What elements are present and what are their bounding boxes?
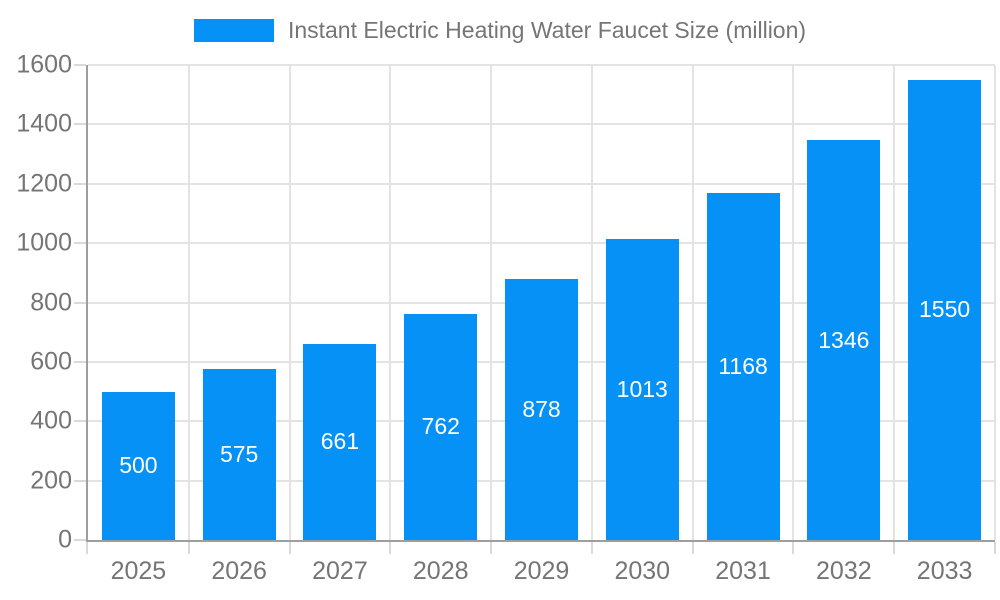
x-axis-tick-mark xyxy=(187,542,190,554)
gridline-vertical xyxy=(590,65,593,540)
y-axis-tick-mark xyxy=(74,242,86,245)
y-axis-tick-label: 1600 xyxy=(16,50,72,79)
x-axis-tick-label: 2032 xyxy=(816,557,872,585)
bar-value-label: 878 xyxy=(522,396,561,423)
legend[interactable]: Instant Electric Heating Water Faucet Si… xyxy=(0,17,1000,44)
gridline-vertical xyxy=(691,65,694,540)
x-axis-tick-mark xyxy=(691,542,694,554)
bar-2026: 575 xyxy=(202,369,276,540)
x-axis-tick-label: 2026 xyxy=(211,557,267,585)
x-axis-tick-mark xyxy=(389,542,392,554)
y-axis-tick-mark xyxy=(74,360,86,363)
y-axis-tick-label: 1200 xyxy=(16,169,72,198)
y-axis-tick-label: 1400 xyxy=(16,109,72,138)
x-axis-tick-mark xyxy=(994,542,996,554)
bar-2028: 762 xyxy=(404,313,478,540)
bar-2030: 1013 xyxy=(605,239,679,540)
y-axis-tick-label: 800 xyxy=(30,288,72,316)
bar-value-label: 1346 xyxy=(818,326,870,353)
y-axis-tick-mark xyxy=(74,123,86,126)
x-axis-tick-mark xyxy=(792,542,795,554)
y-axis-tick-label: 600 xyxy=(30,347,72,376)
gridline-vertical xyxy=(389,65,392,540)
gridline-vertical xyxy=(288,65,291,540)
x-axis-tick-mark xyxy=(590,542,593,554)
x-axis-line xyxy=(86,540,995,542)
x-axis-tick-mark xyxy=(288,542,291,554)
bar-value-label: 1013 xyxy=(616,376,668,403)
y-axis-line xyxy=(86,65,88,540)
x-axis-tick-label: 2033 xyxy=(916,557,973,585)
x-axis-tick-mark xyxy=(490,542,493,554)
y-axis-tick-label: 400 xyxy=(30,406,72,435)
y-axis-tick-label: 1000 xyxy=(16,228,72,257)
y-axis-tick-label: 200 xyxy=(30,466,72,495)
bar-2033: 1550 xyxy=(908,79,982,540)
gridline-horizontal xyxy=(88,64,995,66)
y-axis-tick-label: 0 xyxy=(58,525,72,554)
legend-swatch xyxy=(193,19,274,42)
bar-2029: 878 xyxy=(505,279,578,540)
legend-label: Instant Electric Heating Water Faucet Si… xyxy=(287,17,807,43)
y-axis-tick-mark xyxy=(74,420,86,423)
x-axis-tick-mark xyxy=(86,542,88,554)
gridline-horizontal xyxy=(88,123,995,126)
bar-value-label: 1168 xyxy=(718,353,768,380)
bar-value-label: 661 xyxy=(320,428,360,455)
gridline-vertical xyxy=(187,65,190,540)
bar-2027: 661 xyxy=(303,343,377,540)
x-axis-tick-label: 2027 xyxy=(312,557,368,585)
x-axis-tick-label: 2025 xyxy=(110,557,167,585)
y-axis-tick-mark xyxy=(74,479,86,482)
bar-2032: 1346 xyxy=(807,140,881,540)
x-axis-tick-mark xyxy=(893,542,896,554)
gridline-horizontal xyxy=(88,242,995,245)
x-axis-tick-label: 2031 xyxy=(715,557,771,585)
y-axis-tick-mark xyxy=(74,182,86,185)
x-axis-tick-label: 2028 xyxy=(412,557,469,585)
bar-2025: 500 xyxy=(101,391,175,540)
y-axis-tick-mark xyxy=(74,301,86,304)
bar-value-label: 500 xyxy=(119,452,158,479)
y-axis-tick-mark xyxy=(74,539,86,541)
x-axis-tick-label: 2030 xyxy=(614,557,671,585)
gridline-vertical xyxy=(792,65,795,540)
gridline-vertical xyxy=(893,65,896,540)
gridline-horizontal xyxy=(88,182,995,185)
gridline-vertical xyxy=(994,65,996,540)
bar-value-label: 575 xyxy=(219,441,259,468)
x-axis-tick-label: 2029 xyxy=(513,557,570,585)
bar-2031: 1168 xyxy=(706,193,780,540)
bar-value-label: 762 xyxy=(421,413,460,440)
y-axis-tick-mark xyxy=(74,64,86,66)
bar-value-label: 1550 xyxy=(919,296,971,323)
gridline-vertical xyxy=(490,65,493,540)
